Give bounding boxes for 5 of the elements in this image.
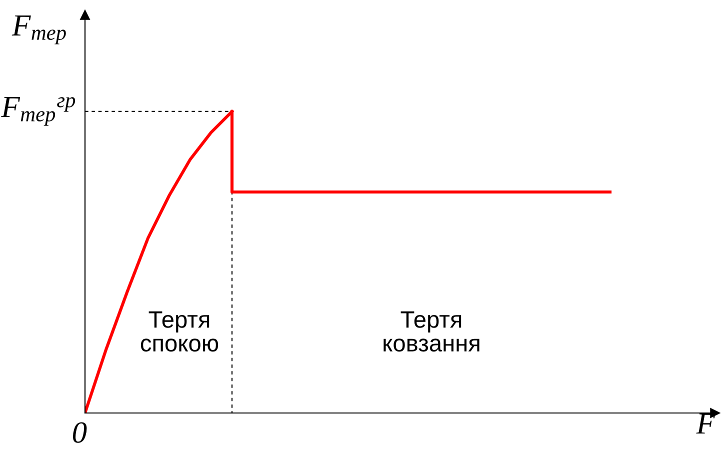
annotation: Тертя спокою — [140, 311, 218, 352]
annotation: Тертя ковзання — [384, 311, 480, 352]
text: F$_{тер}$$^{гр}$ — [1, 96, 76, 126]
y-axis-title: F$_{тер}$ — [12, 15, 66, 44]
text: 0 — [72, 422, 87, 443]
